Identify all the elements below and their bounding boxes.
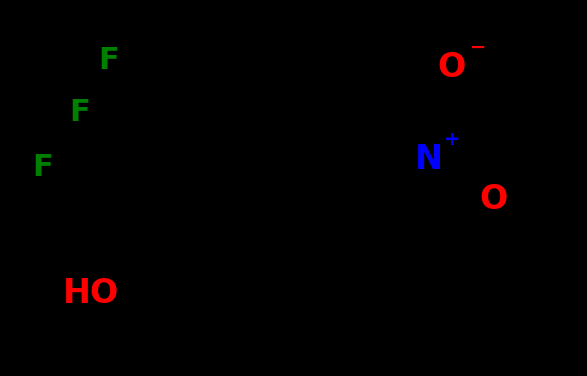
Text: HO: HO: [63, 277, 119, 310]
Text: F: F: [69, 98, 90, 127]
Text: F: F: [98, 45, 119, 75]
Text: O: O: [438, 51, 466, 84]
Text: O: O: [479, 183, 507, 216]
Text: −: −: [470, 38, 487, 56]
Text: +: +: [444, 130, 460, 149]
Text: N: N: [414, 143, 443, 176]
Text: F: F: [32, 153, 53, 182]
